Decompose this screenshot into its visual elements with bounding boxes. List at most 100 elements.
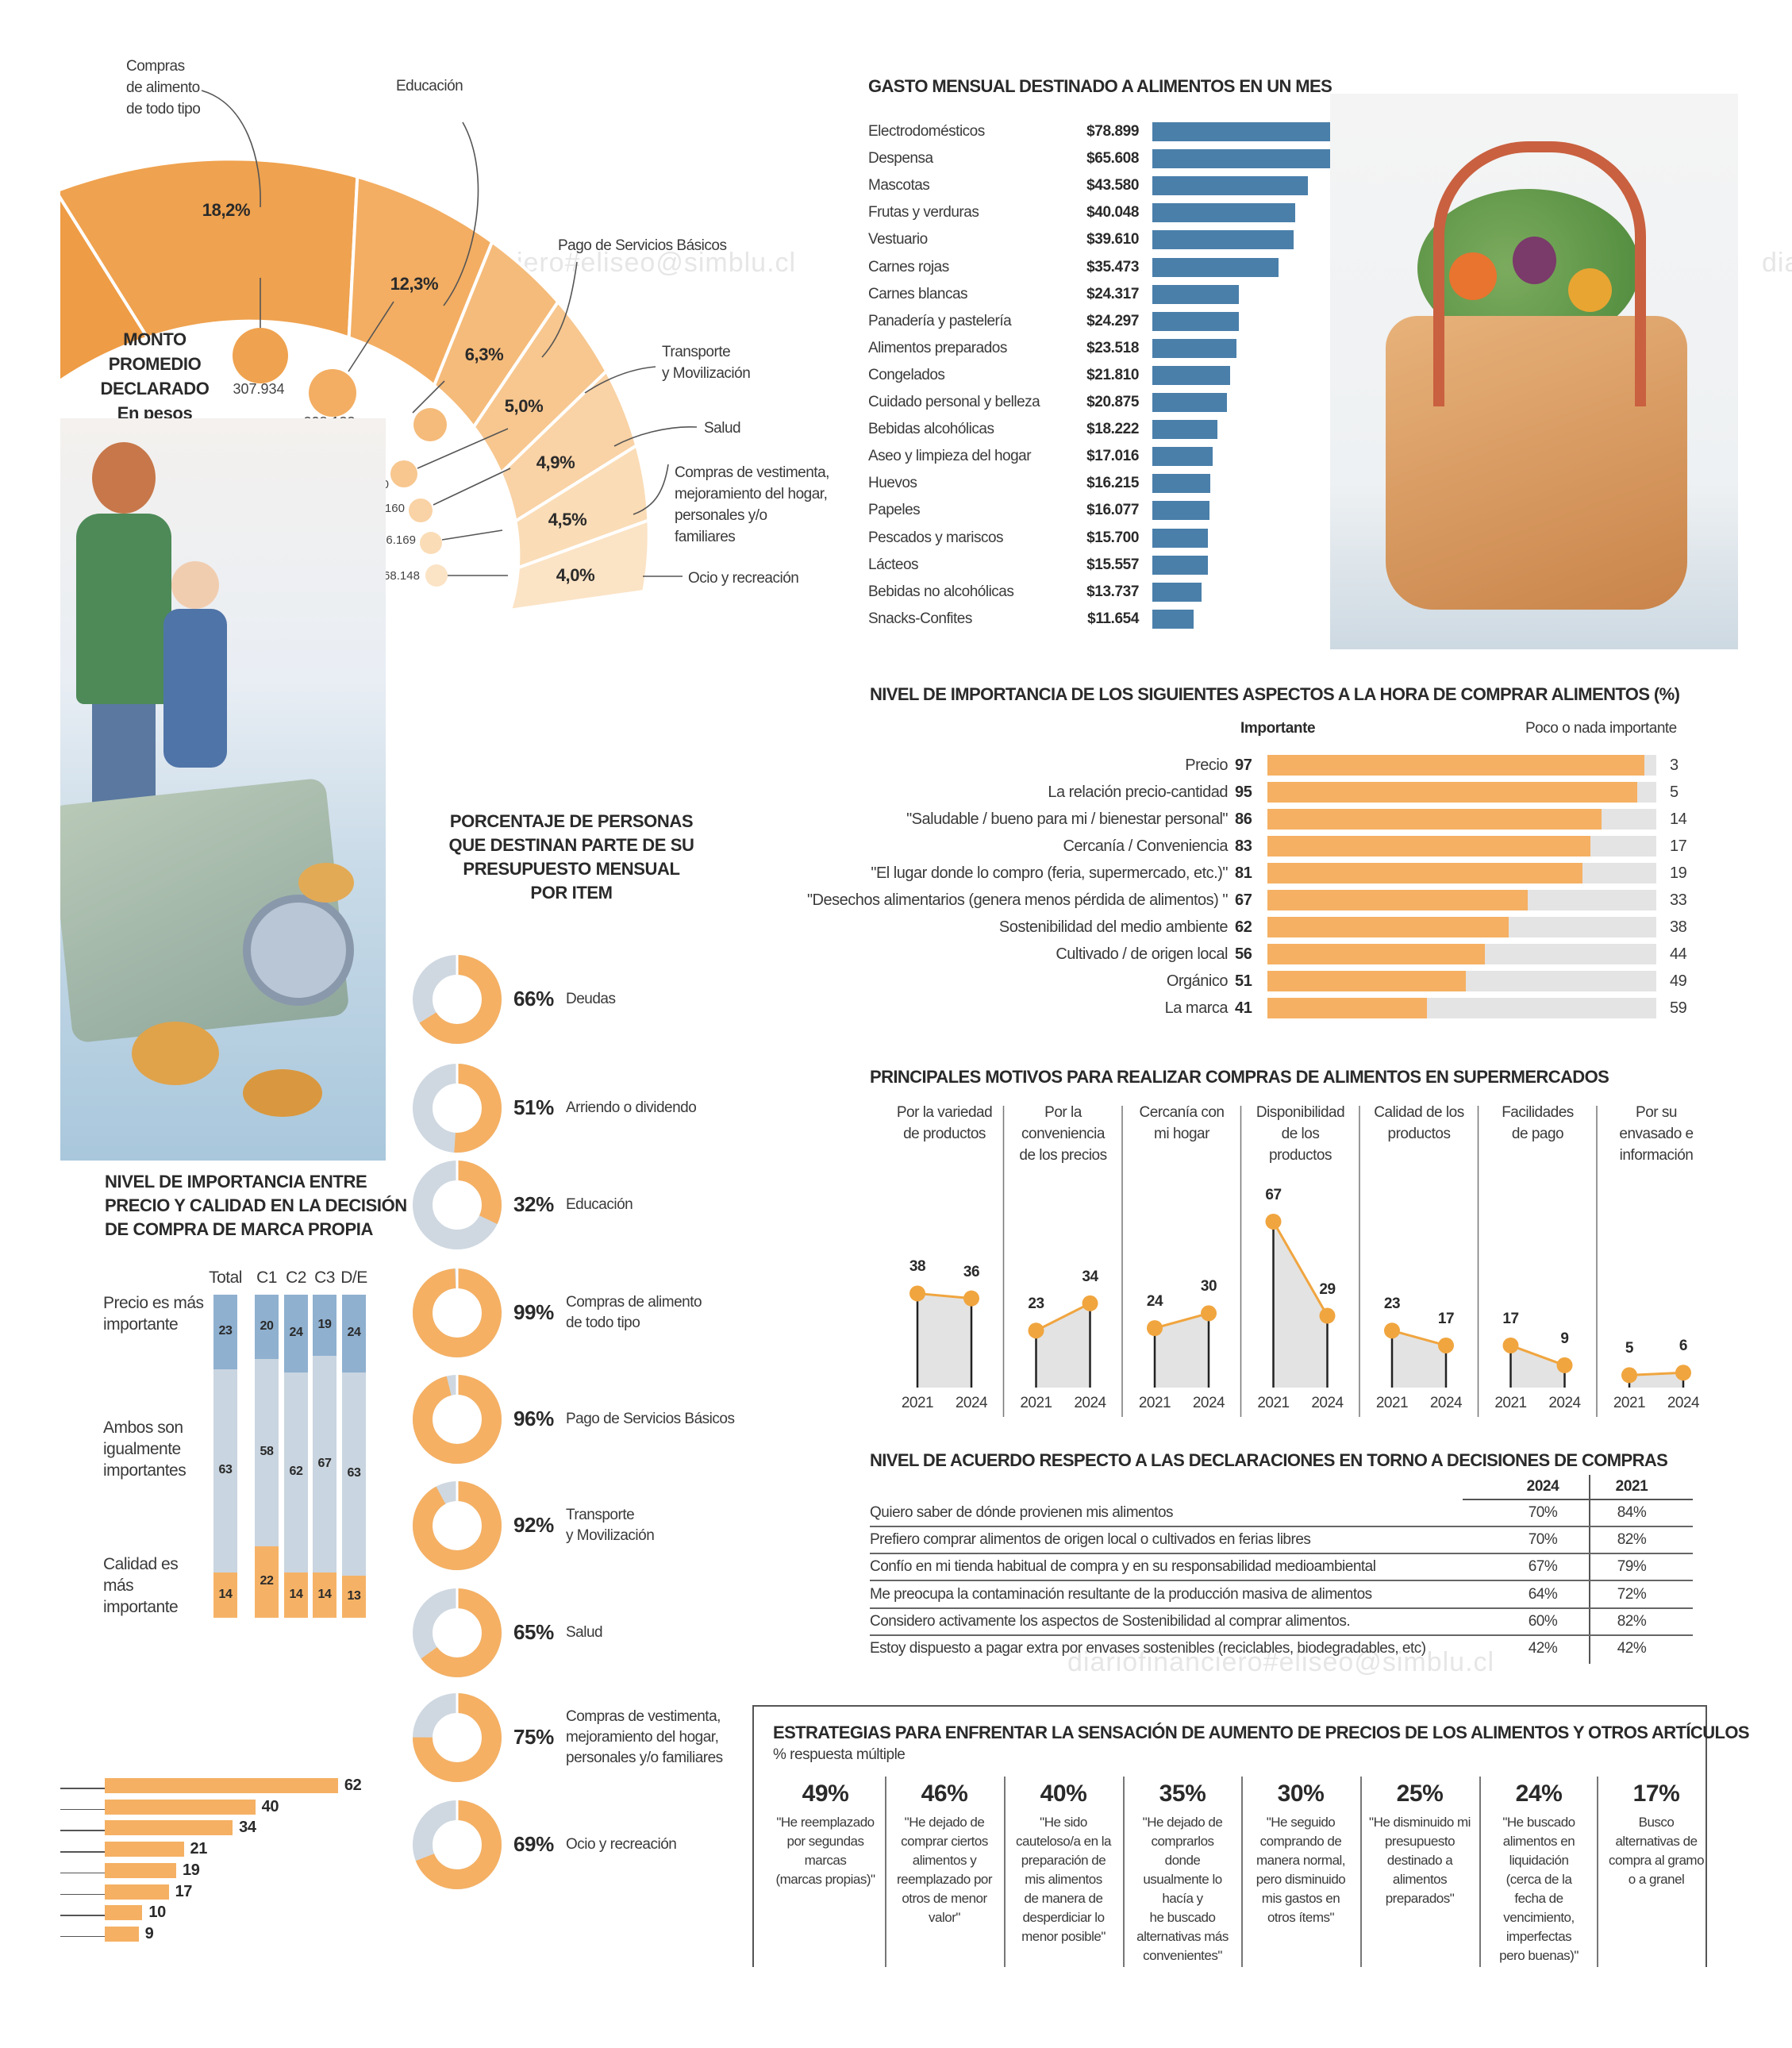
motive-area	[917, 1293, 971, 1388]
spending-category: Lácteos	[868, 556, 919, 573]
strategy-text: "He seguido comprando de manera normal, …	[1256, 1815, 1346, 1925]
value-2024: 9	[1560, 1330, 1569, 1347]
pepper	[1568, 268, 1612, 312]
spending-row: Lácteos $15.557	[868, 554, 1440, 578]
pq-column-header: D/E	[340, 1268, 367, 1287]
pq-column-header: C1	[256, 1268, 277, 1287]
motive-label: Por la variedad de productos	[896, 1104, 993, 1142]
spending-row: Mascotas $43.580	[868, 175, 1440, 198]
motive-area	[1629, 1372, 1683, 1388]
spending-category: Carnes blancas	[868, 285, 968, 302]
strategy-pct: 25%	[1396, 1780, 1444, 1807]
pq-bar-segment	[342, 1295, 366, 1372]
motive-area	[1510, 1345, 1565, 1388]
not-important-value: 33	[1670, 891, 1687, 909]
leader-line	[443, 121, 479, 306]
pq-row-label: Ambos son igualmente importantes	[103, 1419, 187, 1480]
value-2021: 17	[1502, 1310, 1519, 1327]
strategy-pct: 35%	[1159, 1780, 1206, 1807]
spending-bar	[1152, 528, 1209, 548]
amount-bubble	[420, 532, 442, 554]
pq-bar-segment	[255, 1546, 279, 1618]
spending-row: Cuidado personal y belleza $20.875	[868, 391, 1440, 415]
bar-leader-line	[60, 1915, 105, 1916]
small-bar-value: 10	[148, 1904, 166, 1922]
agreement-statement: Confío en mi tienda habitual de compra y…	[870, 1558, 1376, 1576]
budget-pct: 96%	[513, 1407, 554, 1430]
point-2021	[1265, 1213, 1282, 1230]
budget-pct: 66%	[513, 987, 554, 1011]
point-2024	[1675, 1365, 1691, 1381]
watermark: diariofinanciero#eliseo@simblu.cl	[1762, 248, 1792, 278]
pq-value: 14	[289, 1587, 303, 1601]
motive-line	[1035, 1302, 1091, 1332]
spending-category: Bebidas no alcohólicas	[868, 583, 1014, 600]
value-2021: 38	[909, 1258, 926, 1276]
pq-value: 14	[218, 1587, 233, 1601]
budget-label: Deudas	[566, 991, 616, 1007]
arc-segment-pct: 5,0%	[504, 396, 544, 416]
strategy-divider	[1241, 1777, 1243, 1967]
agreement-2021: 84%	[1617, 1504, 1647, 1521]
spending-bar	[1152, 474, 1210, 494]
strategy-text: "He reemplazado por segundas marcas (mar…	[775, 1815, 875, 1887]
arc-category-label: Pago de Servicios Básicos	[558, 237, 727, 254]
arc-segment-pct: 6,3%	[464, 345, 504, 364]
spending-bar	[1152, 555, 1208, 575]
spending-value: $11.654	[1087, 610, 1139, 627]
spending-value: $15.700	[1086, 529, 1139, 546]
agreement-statement: Prefiero comprar alimentos de origen loc…	[870, 1531, 1311, 1549]
pq-value: 62	[289, 1464, 303, 1478]
importance-value: 97	[1235, 756, 1252, 774]
point-2024	[1082, 1295, 1098, 1311]
agreement-2024: 70%	[1528, 1504, 1558, 1521]
importance-bar	[1267, 890, 1529, 910]
point-2021	[1028, 1322, 1044, 1339]
strategies-title: ESTRATEGIAS PARA ENFRENTAR LA SENSACIÓN …	[773, 1723, 1750, 1742]
spending-bar	[1152, 393, 1227, 412]
pq-value: 13	[347, 1588, 361, 1603]
small-bar-value: 17	[175, 1882, 193, 1900]
spending-category: Carnes rojas	[868, 258, 949, 275]
importance-label: Precio	[1185, 756, 1228, 774]
importance-title: NIVEL DE IMPORTANCIA DE LOS SIGUIENTES A…	[870, 684, 1680, 704]
year-2021: 2021	[1138, 1395, 1171, 1411]
agreement-statement: Quiero saber de dónde provienen mis alim…	[870, 1504, 1174, 1521]
spending-category: Pescados y mariscos	[868, 529, 1004, 546]
pq-bar-segment	[284, 1573, 308, 1618]
spending-category: Alimentos preparados	[868, 339, 1007, 356]
not-important-value: 19	[1670, 864, 1687, 882]
bar-leader-line	[60, 1788, 105, 1789]
strategy-divider	[1123, 1777, 1125, 1967]
spending-value: $24.297	[1086, 312, 1139, 329]
small-bar	[105, 1842, 184, 1857]
pq-bar-segment	[342, 1576, 366, 1618]
strategy-text: "He dejado de comprar ciertos alimentos …	[896, 1815, 993, 1925]
arc-segment	[471, 298, 609, 476]
importance-value: 83	[1235, 837, 1252, 855]
budget-label: Compras de vestimenta, mejoramiento del …	[566, 1708, 723, 1766]
value-2024: 30	[1200, 1278, 1217, 1295]
budget-pct: 32%	[513, 1192, 554, 1216]
spending-value: $13.737	[1086, 583, 1139, 600]
importance-value: 86	[1235, 810, 1252, 828]
motive-label: Por la conveniencia de los precios	[1019, 1104, 1107, 1164]
child-face	[171, 561, 219, 609]
motives-title: PRINCIPALES MOTIVOS PARA REALIZAR COMPRA…	[870, 1067, 1609, 1087]
amount-label: 76.169	[379, 533, 416, 547]
agreement-2024: 60%	[1528, 1612, 1558, 1630]
spending-row: Congelados $21.810	[868, 364, 1440, 388]
pq-bar-segment	[213, 1369, 237, 1573]
motive-label: Calidad de los productos	[1374, 1104, 1464, 1142]
spending-category: Vestuario	[868, 231, 928, 248]
value-2021: 23	[1383, 1295, 1401, 1313]
value-2021: 24	[1146, 1293, 1163, 1311]
strategy-pct: 49%	[802, 1780, 849, 1807]
bar-leader-line	[60, 1808, 105, 1811]
leader-line	[541, 261, 578, 358]
amount-bubble	[425, 564, 448, 587]
point-2021	[1384, 1322, 1400, 1339]
spending-category: Snacks-Confites	[868, 610, 972, 627]
pq-value: 67	[317, 1456, 332, 1470]
small-bar	[105, 1884, 169, 1900]
